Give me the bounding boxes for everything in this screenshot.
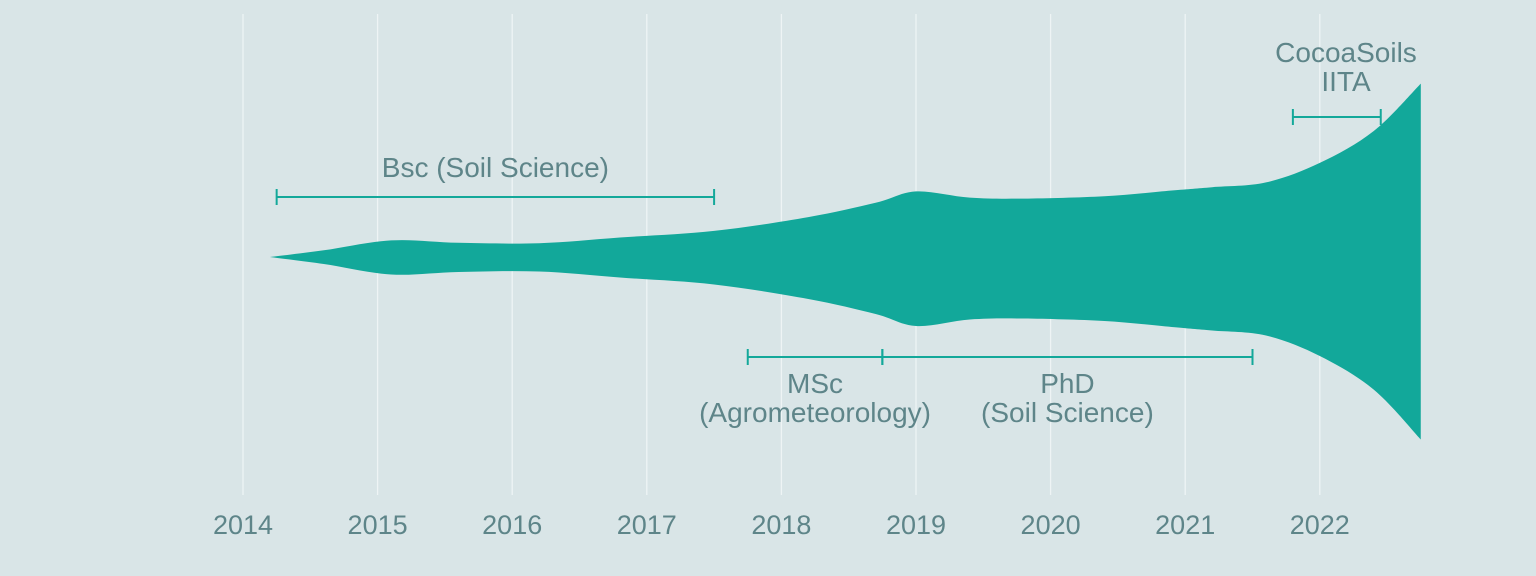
x-tick-label: 2018 [751, 510, 811, 540]
range-label: CocoaSoils [1275, 37, 1417, 68]
stream-area [269, 83, 1421, 440]
range-annotation: Bsc (Soil Science) [275, 152, 716, 205]
range-annotation: PhD(Soil Science) [881, 349, 1254, 428]
range-label: Bsc (Soil Science) [382, 152, 609, 183]
x-tick-label: 2022 [1290, 510, 1350, 540]
stream-shape [269, 83, 1421, 440]
x-tick-label: 2015 [348, 510, 408, 540]
range-label: (Agrometeorology) [699, 397, 931, 428]
range-label: IITA [1321, 66, 1371, 97]
education-ranges: Bsc (Soil Science)MSc(Agrometeorology)Ph… [275, 37, 1417, 428]
x-axis: 2014 2015 2016 2017 2018 2019 2020 2021 2022 [213, 510, 1350, 540]
x-tick-label: 2016 [482, 510, 542, 540]
x-tick-label: 2017 [617, 510, 677, 540]
range-label: MSc [787, 368, 843, 399]
range-annotation: MSc(Agrometeorology) [699, 349, 931, 428]
x-tick-label: 2014 [213, 510, 273, 540]
x-tick-label: 2019 [886, 510, 946, 540]
range-label: (Soil Science) [981, 397, 1154, 428]
x-tick-label: 2020 [1021, 510, 1081, 540]
range-label: PhD [1040, 368, 1094, 399]
x-tick-label: 2021 [1155, 510, 1215, 540]
